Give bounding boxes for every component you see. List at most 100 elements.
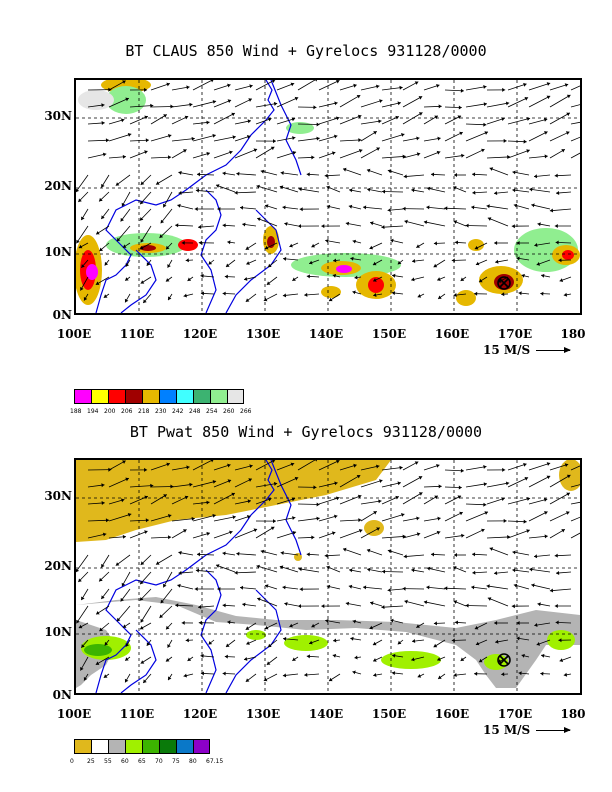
wind-vector <box>276 531 297 539</box>
wind-vector-head <box>412 639 416 643</box>
wind-vector-head <box>311 155 315 160</box>
wind-vector-head <box>184 115 189 120</box>
wind-vector-head <box>244 277 248 281</box>
wind-vector-head <box>549 208 554 213</box>
wind-vector-head <box>336 460 340 464</box>
wind-vector-head <box>523 139 527 144</box>
wind-vector-head <box>521 653 525 658</box>
wind-vector <box>256 565 278 573</box>
wind-vector-head <box>78 244 83 249</box>
colorbar-swatch <box>125 389 142 404</box>
wind-vector-head <box>401 513 405 517</box>
wind-vector <box>402 96 423 108</box>
wind-vector-head <box>144 495 148 500</box>
wind-vector-head <box>411 277 415 282</box>
wind-vector-head <box>381 605 385 610</box>
wind-vector-head <box>316 122 320 127</box>
colorbar-tick-label: 242 <box>172 408 184 415</box>
wind-vector-head <box>546 82 551 86</box>
wind-vector <box>402 533 421 539</box>
wind-vector-head <box>358 529 363 533</box>
wind-vector <box>116 605 131 622</box>
wind-vector-head <box>206 500 210 505</box>
wind-vector <box>549 588 572 592</box>
wind-vector <box>318 80 340 91</box>
wind-vector-head <box>370 601 374 606</box>
wind-vector-head <box>366 168 371 173</box>
wind-vector-head <box>80 667 84 671</box>
wind-vector-head <box>363 585 367 590</box>
wind-vector-head <box>245 298 250 302</box>
wind-vector-head <box>483 102 487 107</box>
wind-vector-head <box>167 514 172 518</box>
wind-vector-head <box>127 513 132 517</box>
wind-vector-head <box>554 604 558 608</box>
wind-vector-head <box>345 221 350 226</box>
wind-vector-head <box>333 638 337 643</box>
wind-vector-head <box>536 262 541 266</box>
wind-vector-head <box>438 104 442 109</box>
colorbar-swatch <box>91 389 108 404</box>
wind-vector-head <box>343 167 347 172</box>
wind-vector-head <box>280 171 284 175</box>
wind-vector-head <box>376 464 380 469</box>
colorbar-tick-label: 200 <box>104 408 116 415</box>
wind-vector <box>213 99 232 108</box>
wind-vector-head <box>454 173 457 177</box>
wind-vector-head <box>191 516 195 521</box>
wind-vector-head <box>461 153 465 158</box>
wind-vector-head <box>325 619 329 623</box>
wind-vector-head <box>461 533 465 538</box>
wind-vector <box>360 527 380 539</box>
wind-vector-head <box>294 96 299 101</box>
panel1-xtick-140e: 140E <box>308 327 344 341</box>
wind-vector-head <box>526 149 530 153</box>
wind-vector-head <box>140 238 144 243</box>
wind-vector-head <box>236 551 240 556</box>
wind-vector-head <box>373 278 377 282</box>
wind-vector-head <box>350 636 354 641</box>
wind-vector-head <box>369 245 374 250</box>
wind-vector-head <box>459 511 463 516</box>
wind-vector-head <box>290 82 295 87</box>
wind-vector-head <box>334 481 338 486</box>
wind-vector-head <box>333 258 337 263</box>
wind-vector-head <box>423 220 428 225</box>
wind-vector <box>381 513 405 522</box>
wind-vector-head <box>170 104 174 109</box>
colorbar-tick-label: 25 <box>87 758 95 765</box>
wind-vector-head <box>471 585 475 590</box>
wind-vector-head <box>189 482 193 487</box>
wind-vector-head <box>253 528 258 533</box>
wind-vector <box>297 137 320 142</box>
wind-vector-head <box>206 151 210 156</box>
wind-vector-head <box>564 463 569 467</box>
wind-vector-head <box>416 624 420 628</box>
wind-vector <box>528 155 548 159</box>
wind-vector-head <box>183 673 187 678</box>
wind-vector-head <box>309 640 313 645</box>
wind-vector-head <box>358 138 362 143</box>
wind-vector-head <box>534 554 538 559</box>
wind-vector <box>549 112 571 125</box>
wind-vector-head <box>494 621 498 625</box>
wind-vector <box>404 600 425 607</box>
wind-vector-head <box>81 264 85 268</box>
wind-vector <box>360 500 382 505</box>
wind-vector <box>236 173 257 176</box>
wind-vector-head <box>516 256 520 261</box>
wind-vector <box>531 584 551 590</box>
wind-vector-head <box>433 621 437 626</box>
wind-vector-head <box>165 658 170 662</box>
wind-vector-head <box>541 273 545 278</box>
wind-vector-head <box>163 203 167 208</box>
wind-vector-head <box>299 587 303 592</box>
wind-vector-head <box>240 585 244 590</box>
panel2-xtick-140e: 140E <box>308 707 344 721</box>
wind-vector-head <box>524 477 529 481</box>
wind-vector-head <box>484 131 488 135</box>
panel1-ytick-10n: 10N <box>44 245 72 259</box>
wind-vector-head <box>390 238 394 243</box>
wind-vector-head <box>483 465 487 469</box>
wind-vector-head <box>101 215 105 219</box>
